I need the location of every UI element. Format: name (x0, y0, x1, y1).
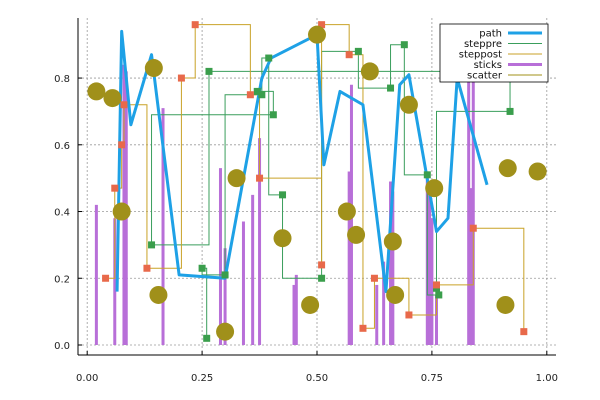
steppre-marker (205, 67, 213, 75)
steppre-marker (387, 84, 395, 92)
scatter-point (399, 95, 418, 114)
legend-label-steppost: steppost (459, 50, 502, 61)
scatter-point (498, 159, 517, 178)
scatter-point (103, 89, 122, 108)
x-tick-label: 0.25 (191, 373, 213, 384)
steppost-marker (370, 274, 378, 282)
legend-label-steppre: steppre (464, 39, 502, 50)
x-tick-label: 1.00 (536, 373, 558, 384)
steppre-marker (423, 171, 431, 179)
steppre-marker (253, 87, 261, 95)
legend-label-sticks: sticks (474, 60, 502, 71)
scatter-point (496, 295, 515, 314)
steppost-marker (120, 101, 128, 109)
x-tick-label: 0.50 (306, 373, 328, 384)
steppre-marker (203, 334, 211, 342)
y-tick-label: 0.4 (54, 208, 70, 219)
scatter-point (528, 162, 547, 181)
steppost-marker (118, 141, 126, 149)
y-tick-label: 0.8 (54, 74, 70, 85)
steppost-marker (191, 21, 199, 29)
scatter-point (227, 169, 246, 188)
steppre-marker (279, 191, 287, 199)
steppre-marker (265, 54, 273, 62)
steppost-marker (177, 74, 185, 82)
scatter-point (383, 232, 402, 251)
steppost-marker (520, 328, 528, 336)
steppost-marker (102, 274, 110, 282)
x-tick-label: 0.75 (421, 373, 443, 384)
steppost-marker (318, 21, 326, 29)
steppost-marker (469, 224, 477, 232)
steppost-marker (111, 184, 119, 192)
steppre-marker (258, 91, 266, 99)
steppre-marker (198, 264, 206, 272)
steppre-marker (148, 241, 156, 249)
scatter-point (337, 202, 356, 221)
y-tick-label: 0.6 (54, 141, 70, 152)
steppost-marker (359, 324, 367, 332)
plot-area (87, 21, 547, 345)
legend-label-scatter: scatter (467, 71, 503, 82)
scatter-point (273, 229, 292, 248)
steppre-marker (400, 41, 408, 49)
steppost-marker (405, 311, 413, 319)
y-tick-label: 0.0 (54, 341, 70, 352)
steppre-marker (506, 107, 514, 115)
steppre-marker (221, 271, 229, 279)
axes (77, 18, 556, 356)
steppost-marker (433, 281, 440, 289)
scatter-point (216, 322, 235, 341)
scatter-point (425, 179, 444, 198)
steppre-marker (318, 274, 326, 282)
steppre-marker (354, 47, 362, 55)
steppost-marker (143, 264, 151, 272)
scatter-point (386, 285, 405, 304)
scatter-point (301, 295, 320, 314)
steppre-marker (435, 291, 443, 299)
steppost-marker (318, 261, 326, 269)
scatter-point (144, 59, 163, 78)
steppost-line (105, 24, 525, 332)
steppre-marker (269, 111, 277, 119)
steppost-marker (256, 174, 264, 182)
steppost-marker (345, 51, 353, 59)
scatter-point (308, 25, 326, 44)
scatter-point (347, 225, 366, 244)
path-line (115, 29, 489, 294)
x-tick-label: 0.00 (76, 373, 98, 384)
scatter-point (112, 202, 131, 221)
steppost-marker (246, 91, 254, 99)
scatter-point (149, 285, 168, 304)
scatter-point (87, 82, 106, 101)
y-tick-label: 0.2 (54, 274, 70, 285)
tick-labels: 0.00 0.25 0.50 0.75 1.00 0.0 0.2 0.4 0.6 0.8 (54, 74, 558, 384)
legend-label-path: path (479, 29, 502, 40)
scatter-point (360, 62, 379, 81)
